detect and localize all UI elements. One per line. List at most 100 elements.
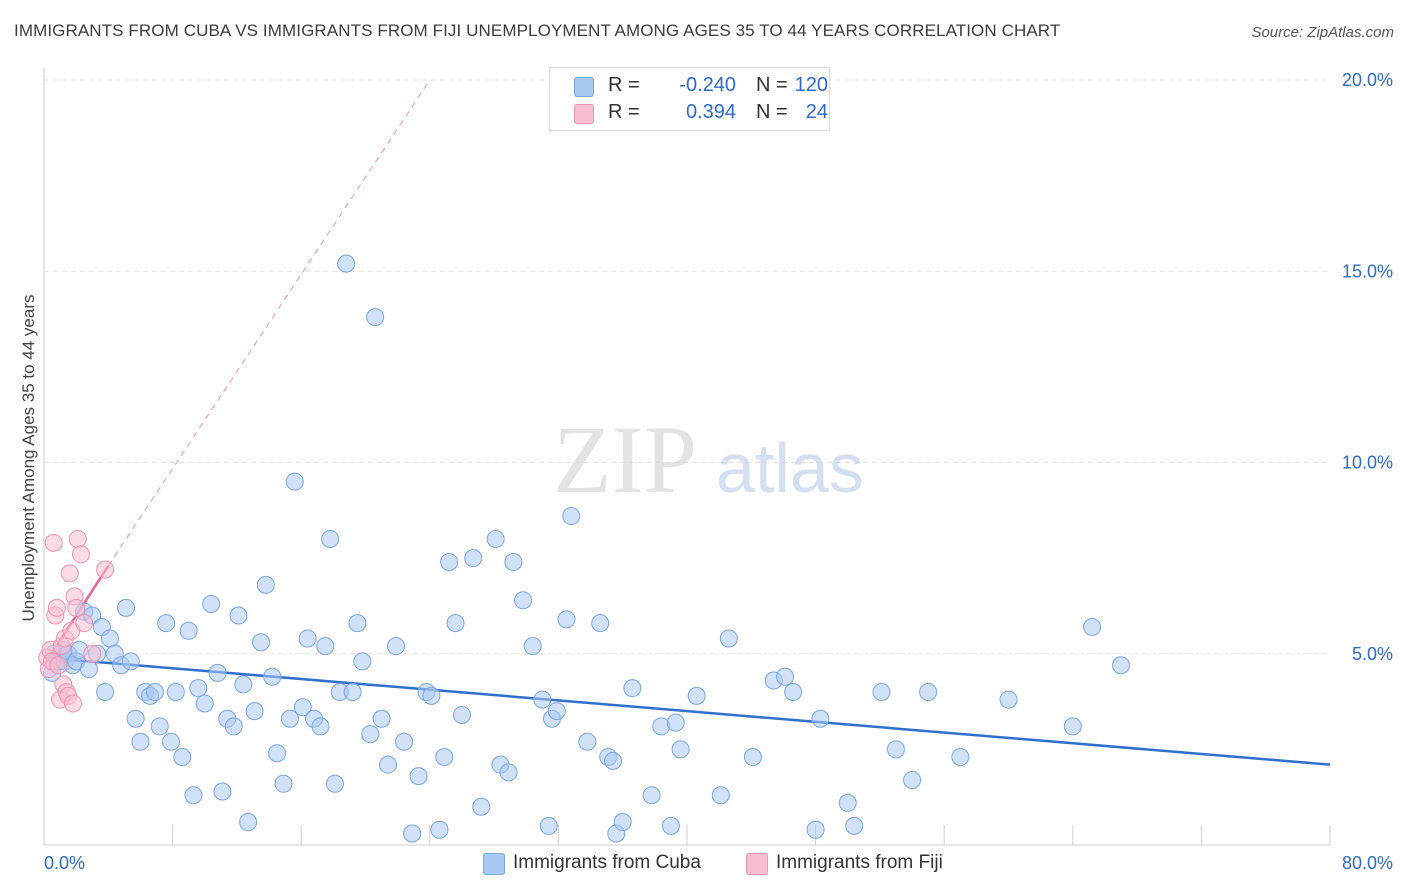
cuba-point — [166, 683, 185, 701]
fiji-point — [68, 530, 87, 548]
cuba-point — [671, 740, 690, 759]
cuba-point — [348, 614, 367, 633]
cuba-point — [179, 621, 198, 640]
cuba-point — [321, 530, 340, 548]
cuba-point — [1083, 617, 1102, 636]
cuba-point — [268, 744, 287, 763]
cuba-point — [293, 698, 312, 717]
cuba-point — [379, 755, 398, 774]
fiji-legend-label: Immigrants from Fiji — [776, 852, 943, 873]
cuba-point — [446, 614, 465, 633]
cuba-point — [131, 732, 150, 751]
cuba-point — [504, 552, 523, 571]
x-tick-label: 80.0% — [1342, 853, 1393, 873]
fiji-point — [83, 644, 102, 663]
cuba-point — [245, 702, 264, 721]
cuba-point — [184, 786, 203, 805]
cuba-point — [116, 598, 135, 617]
cuba-point — [562, 507, 581, 526]
cuba-point — [784, 683, 803, 701]
cuba-point — [234, 675, 253, 694]
cuba-point — [372, 709, 391, 728]
cuba-point — [591, 614, 610, 633]
cuba-point — [316, 637, 335, 656]
cuba-point — [642, 786, 661, 805]
watermark: ZIP atlas — [553, 406, 864, 513]
fiji-trend-extrapolation — [107, 79, 431, 567]
cuba-point — [430, 820, 449, 839]
fiji-legend-swatch — [746, 853, 768, 875]
cuba-point — [523, 637, 542, 656]
cuba-legend-swatch — [483, 853, 505, 875]
cuba-point — [252, 633, 271, 652]
cuba-point — [666, 713, 685, 732]
cuba-r-value: -0.240 — [679, 74, 736, 96]
fiji-point — [44, 533, 63, 552]
cuba-point — [1112, 656, 1131, 675]
cuba-point — [285, 472, 304, 491]
cuba-point — [325, 774, 344, 793]
cuba-point — [409, 767, 428, 786]
cuba-point — [202, 595, 221, 614]
cuba-point — [557, 610, 576, 629]
cuba-point — [157, 614, 176, 633]
cuba-point — [743, 748, 762, 767]
cuba-point — [126, 709, 145, 728]
cuba-point — [440, 552, 459, 571]
fiji-point — [75, 614, 94, 633]
watermark-zip: ZIP — [553, 406, 697, 513]
fiji-n-label: N = — [756, 101, 788, 123]
fiji-point — [67, 598, 86, 617]
fiji-point — [49, 656, 68, 675]
cuba-point — [173, 748, 192, 767]
cuba-point — [274, 774, 293, 793]
fiji-point — [47, 598, 66, 617]
cuba-point — [776, 667, 795, 686]
cuba-point — [189, 679, 208, 698]
cuba-point — [578, 732, 597, 751]
cuba-point — [838, 793, 857, 812]
cuba-point — [514, 591, 533, 610]
cuba-point — [499, 763, 518, 782]
cuba-point — [298, 629, 317, 648]
cuba-point — [435, 748, 454, 767]
cuba-point — [1063, 717, 1082, 736]
cuba-point — [239, 813, 258, 832]
fiji-point — [71, 545, 90, 564]
cuba-point — [422, 686, 441, 705]
cuba-point — [121, 652, 140, 671]
cuba-point — [547, 702, 566, 721]
cuba-point — [395, 732, 414, 751]
cuba-r-label: R = — [608, 74, 640, 96]
cuba-point — [486, 530, 505, 548]
fiji-r-value: 0.394 — [685, 101, 736, 123]
cuba-point — [623, 679, 642, 698]
cuba-point — [403, 824, 422, 843]
cuba-point — [366, 308, 385, 327]
cuba-point — [100, 629, 119, 648]
cuba-point — [464, 549, 483, 568]
cuba-point — [96, 683, 115, 701]
cuba-legend-label: Immigrants from Cuba — [513, 852, 701, 873]
cuba-point — [711, 786, 730, 805]
y-tick-label: 20.0% — [1342, 70, 1393, 90]
y-tick-label: 15.0% — [1342, 261, 1393, 281]
fiji-r-label: R = — [608, 101, 640, 123]
fiji-points — [38, 530, 115, 713]
cuba-point — [161, 732, 180, 751]
cuba-point — [872, 683, 891, 701]
fiji-swatch — [574, 104, 594, 124]
cuba-point — [811, 709, 830, 728]
cuba-point — [604, 751, 623, 770]
cuba-point — [263, 667, 282, 686]
gridlines — [44, 79, 1330, 655]
cuba-point — [280, 709, 299, 728]
cuba-point — [845, 816, 864, 835]
cuba-point — [145, 683, 164, 701]
cuba-point — [387, 637, 406, 656]
cuba-point — [687, 686, 706, 705]
cuba-point — [195, 694, 214, 713]
cuba-n-value: 120 — [794, 74, 828, 96]
fiji-n-value: 24 — [805, 101, 828, 123]
